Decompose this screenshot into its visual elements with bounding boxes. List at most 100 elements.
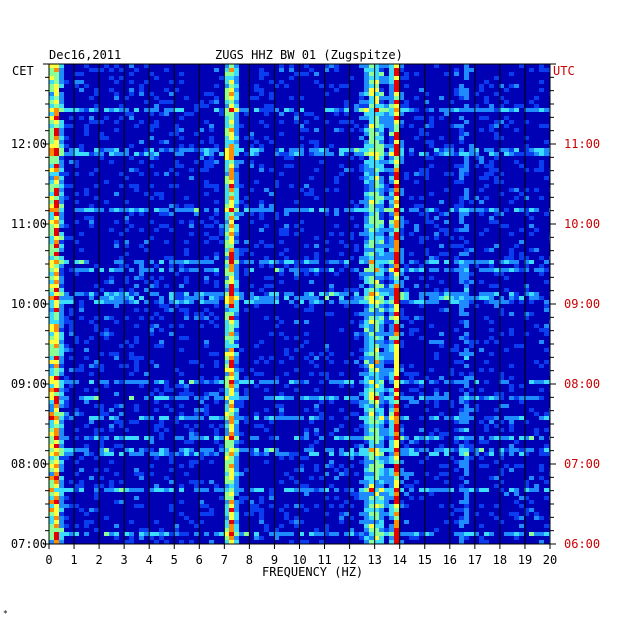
heatmap-cell [339, 380, 344, 384]
heatmap-cell [109, 108, 114, 112]
heatmap-cell [309, 176, 314, 180]
heatmap-cell [134, 152, 139, 156]
heatmap-cell [534, 324, 539, 328]
heatmap-cell [464, 284, 469, 288]
heatmap-cell [59, 276, 64, 280]
heatmap-cell [54, 176, 59, 180]
heatmap-cell [114, 80, 119, 84]
heatmap-cell [149, 260, 154, 264]
heatmap-cell [64, 152, 69, 156]
heatmap-cell [364, 128, 369, 132]
heatmap-cell [359, 312, 364, 316]
heatmap-cell [359, 208, 364, 212]
heatmap-cell [359, 348, 364, 352]
heatmap-cell [274, 300, 279, 304]
heatmap-cell [509, 396, 514, 400]
heatmap-cell [454, 460, 459, 464]
heatmap-cell [359, 392, 364, 396]
heatmap-cell [514, 416, 519, 420]
heatmap-cell [339, 252, 344, 256]
heatmap-cell [464, 444, 469, 448]
x-tick-label: 2 [95, 553, 102, 567]
heatmap-cell [199, 292, 204, 296]
heatmap-cell [204, 532, 209, 536]
heatmap-cell [404, 380, 409, 384]
heatmap-cell [349, 436, 354, 440]
heatmap-cell [394, 316, 399, 320]
heatmap-cell [309, 532, 314, 536]
heatmap-cell [264, 104, 269, 108]
heatmap-cell [509, 468, 514, 472]
heatmap-cell [49, 348, 54, 352]
heatmap-cell [499, 448, 504, 452]
heatmap-cell [124, 108, 129, 112]
heatmap-cell [389, 312, 394, 316]
heatmap-cell [354, 268, 359, 272]
heatmap-cell [494, 424, 499, 428]
heatmap-cell [314, 396, 319, 400]
heatmap-cell [369, 452, 374, 456]
heatmap-cell [369, 208, 374, 212]
heatmap-cell [189, 220, 194, 224]
heatmap-cell [204, 168, 209, 172]
heatmap-cell [389, 280, 394, 284]
heatmap-cell [149, 72, 154, 76]
heatmap-cell [449, 172, 454, 176]
heatmap-cell [354, 248, 359, 252]
heatmap-cell [279, 80, 284, 84]
heatmap-cell [294, 268, 299, 272]
heatmap-cell [404, 84, 409, 88]
heatmap-cell [349, 128, 354, 132]
heatmap-cell [394, 184, 399, 188]
heatmap-cell [404, 300, 409, 304]
corner-mark: * [3, 609, 8, 618]
heatmap-cell [229, 496, 234, 500]
heatmap-cell [84, 152, 89, 156]
heatmap-cell [534, 96, 539, 100]
heatmap-cell [294, 208, 299, 212]
heatmap-cell [114, 120, 119, 124]
heatmap-cell [299, 436, 304, 440]
heatmap-cell [299, 128, 304, 132]
heatmap-cell [364, 132, 369, 136]
heatmap-cell [384, 96, 389, 100]
heatmap-cell [389, 396, 394, 400]
heatmap-cell [329, 460, 334, 464]
heatmap-cell [239, 108, 244, 112]
heatmap-cell [329, 84, 334, 88]
heatmap-cell [59, 328, 64, 332]
heatmap-cell [539, 328, 544, 332]
heatmap-cell [229, 368, 234, 372]
heatmap-cell [474, 152, 479, 156]
heatmap-cell [199, 148, 204, 152]
heatmap-cell [514, 292, 519, 296]
heatmap-cell [234, 280, 239, 284]
heatmap-cell [69, 480, 74, 484]
heatmap-cell [204, 192, 209, 196]
heatmap-cell [384, 356, 389, 360]
heatmap-cell [399, 252, 404, 256]
heatmap-cell [439, 200, 444, 204]
heatmap-cell [389, 264, 394, 268]
heatmap-cell [389, 188, 394, 192]
heatmap-cell [514, 84, 519, 88]
heatmap-cell [369, 356, 374, 360]
heatmap-cell [59, 192, 64, 196]
heatmap-cell [219, 228, 224, 232]
heatmap-cell [359, 108, 364, 112]
heatmap-cell [129, 268, 134, 272]
heatmap-cell [419, 316, 424, 320]
heatmap-cell [289, 68, 294, 72]
heatmap-cell [374, 72, 379, 76]
heatmap-cell [364, 424, 369, 428]
heatmap-cell [134, 380, 139, 384]
heatmap-cell [254, 452, 259, 456]
heatmap-cell [154, 364, 159, 368]
heatmap-cell [449, 152, 454, 156]
heatmap-cell [399, 488, 404, 492]
heatmap-cell [309, 140, 314, 144]
heatmap-cell [49, 216, 54, 220]
heatmap-cell [309, 416, 314, 420]
heatmap-cell [239, 448, 244, 452]
heatmap-cell [504, 208, 509, 212]
